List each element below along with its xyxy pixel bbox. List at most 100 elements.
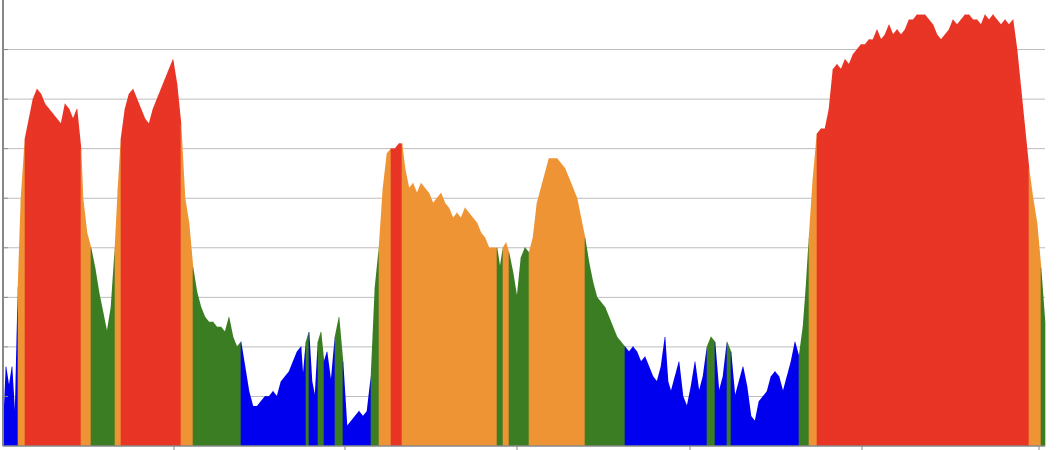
area-segment-blue bbox=[644, 356, 650, 447]
area-segment-blue bbox=[754, 401, 760, 447]
area-segment-red bbox=[1004, 18, 1010, 447]
area-segment-blue bbox=[330, 336, 336, 447]
area-segment-red bbox=[888, 24, 894, 447]
area-segment-red bbox=[964, 14, 970, 447]
area-segment-red bbox=[992, 14, 998, 447]
area-segment-orange bbox=[440, 193, 446, 447]
area-segment-red bbox=[868, 39, 874, 447]
area-segment-green bbox=[726, 341, 732, 447]
area-segment-blue bbox=[628, 346, 634, 447]
area-segment-red bbox=[944, 28, 950, 447]
area-segment-blue bbox=[782, 376, 788, 447]
area-segment-blue bbox=[260, 395, 266, 447]
area-segment-blue bbox=[678, 361, 684, 447]
area-segment-green bbox=[620, 341, 626, 447]
area-segment-green bbox=[710, 336, 716, 447]
area-segment-blue bbox=[648, 366, 654, 447]
area-segment-red bbox=[976, 18, 982, 447]
area-segment-red bbox=[840, 59, 846, 447]
area-segment-red bbox=[824, 108, 830, 447]
area-segment-green bbox=[196, 292, 202, 447]
area-segment-orange bbox=[484, 237, 490, 447]
area-segment-blue bbox=[358, 410, 364, 447]
area-segment-green bbox=[524, 246, 530, 447]
area-segment-blue bbox=[660, 336, 666, 447]
area-segment-red bbox=[128, 88, 134, 447]
area-segment-blue bbox=[770, 370, 776, 447]
area-segment-blue bbox=[362, 410, 368, 447]
area-segment-blue bbox=[664, 336, 669, 447]
area-segment-orange bbox=[378, 188, 384, 447]
area-segment-red bbox=[832, 63, 838, 447]
area-segment-red bbox=[1000, 18, 1006, 447]
area-segment-red bbox=[390, 148, 396, 447]
area-segment-red bbox=[912, 14, 918, 447]
area-segment-red bbox=[816, 127, 822, 447]
area-segment-blue bbox=[656, 366, 662, 447]
area-segment-orange bbox=[568, 178, 574, 447]
area-segment-green bbox=[98, 292, 104, 447]
area-segment-red bbox=[956, 18, 962, 447]
area-segment-blue bbox=[738, 366, 744, 447]
area-segment-orange bbox=[424, 187, 430, 447]
area-segment-red bbox=[904, 19, 910, 447]
area-segment-green bbox=[102, 312, 108, 447]
area-segment-red bbox=[168, 59, 174, 447]
area-segment-blue bbox=[690, 361, 696, 447]
area-segment-red bbox=[144, 118, 150, 447]
area-segment-orange bbox=[416, 183, 422, 447]
area-segment-orange bbox=[532, 203, 538, 447]
area-segment-red bbox=[828, 69, 834, 447]
area-segment-red bbox=[156, 89, 162, 447]
area-segment-orange bbox=[444, 202, 450, 447]
area-segment-red bbox=[24, 118, 30, 447]
area-segment-green bbox=[600, 301, 606, 447]
area-segment-red bbox=[924, 14, 930, 447]
area-segment-red bbox=[836, 63, 842, 447]
area-segment-orange bbox=[117, 138, 122, 447]
area-segment-green bbox=[320, 331, 325, 447]
area-segment-red bbox=[140, 108, 146, 447]
area-segment-red bbox=[984, 14, 990, 447]
area-segment-red bbox=[1020, 89, 1026, 447]
area-segment-green bbox=[612, 326, 618, 447]
area-segment-green bbox=[499, 247, 504, 447]
area-segment-blue bbox=[702, 346, 708, 447]
area-segment-red bbox=[948, 19, 954, 447]
area-segment-green bbox=[208, 321, 214, 447]
area-segment-red bbox=[76, 108, 82, 447]
area-segment-blue bbox=[308, 332, 313, 447]
area-segment-orange bbox=[476, 222, 482, 447]
area-segment-red bbox=[932, 24, 938, 447]
area-segment-red bbox=[900, 28, 906, 447]
area-segment-green bbox=[305, 331, 310, 447]
area-segment-blue bbox=[284, 370, 290, 447]
area-segment-orange bbox=[488, 247, 494, 447]
area-segment-red bbox=[152, 98, 158, 447]
area-segment-orange bbox=[180, 123, 186, 447]
area-segment-green bbox=[338, 317, 344, 447]
area-segment-green bbox=[596, 296, 602, 447]
area-segment-red bbox=[940, 33, 946, 447]
area-segment-orange bbox=[548, 158, 554, 447]
area-segment-blue bbox=[746, 386, 752, 447]
area-segment-orange bbox=[1028, 168, 1034, 447]
area-segment-orange bbox=[572, 188, 578, 447]
area-segment-red bbox=[52, 113, 58, 447]
area-segment-red bbox=[1008, 18, 1014, 447]
area-segment-orange bbox=[114, 188, 119, 447]
area-segment-orange bbox=[812, 133, 818, 447]
area-segment-blue bbox=[240, 341, 246, 447]
area-segment-blue bbox=[342, 361, 348, 447]
area-segment-orange bbox=[408, 182, 414, 447]
area-segment-blue bbox=[256, 400, 262, 447]
area-segment-green bbox=[512, 272, 518, 447]
area-segment-orange bbox=[82, 198, 88, 447]
area-segment-orange bbox=[492, 247, 498, 447]
area-segment-green bbox=[706, 336, 712, 447]
area-segment-red bbox=[896, 28, 902, 447]
area-segment-orange bbox=[1032, 198, 1038, 447]
area-segment-orange bbox=[556, 157, 562, 447]
